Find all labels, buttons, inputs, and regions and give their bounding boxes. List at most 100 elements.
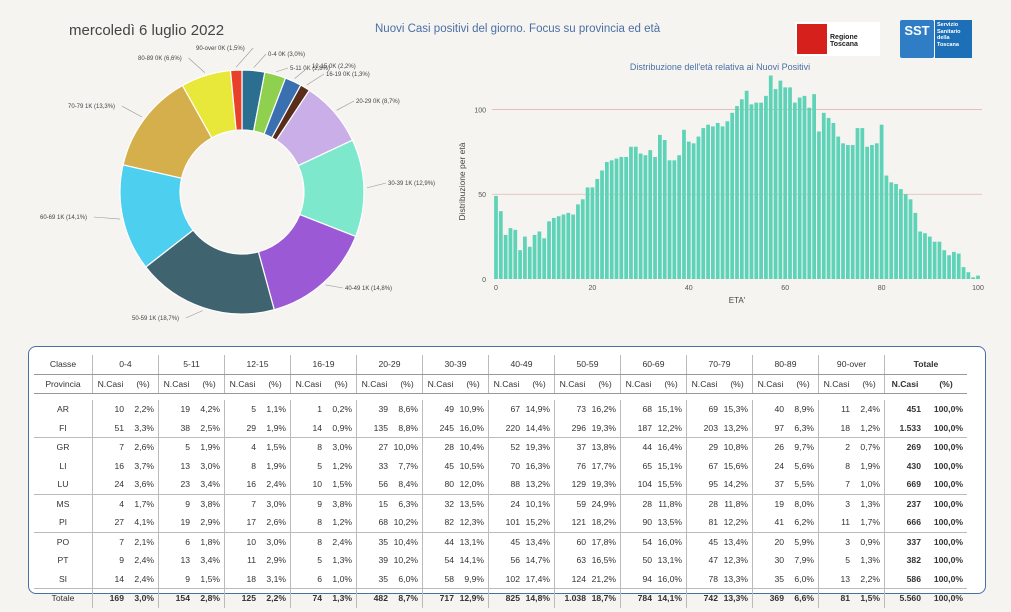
table-ncasi-cell: 47 [686,551,722,570]
table-ncasi-cell: 18 [818,418,854,438]
table-pct-cell: 100,0% [933,479,963,490]
table-pct-cell: 6,6% [788,588,819,608]
table-pct-cell: 19,3% [591,422,616,433]
histogram-bar [629,146,633,279]
table-pct-header: (%) [524,374,555,394]
histogram-bar [773,89,778,279]
table-pct-cell: 13,4% [524,531,555,551]
histogram-bar [927,236,932,279]
table-pct-cell: 1,3% [854,493,885,513]
table-ncasi-cell: 49 [422,400,458,419]
table-pct-cell: 2,9% [200,517,220,528]
table-pct-header: (%) [722,374,753,394]
table-pct-cell: 15,6% [723,460,748,471]
table-ncasi-cell: 19 [158,513,194,532]
table-pct-cell: 5,5% [794,479,814,490]
regione-toscana-emblem-icon [797,24,827,54]
table-pct-cell: 12,3% [723,555,748,566]
table-ncasi-cell: 666 [884,513,925,532]
histogram-bar [518,250,522,279]
table-province-cell: Totale [34,588,93,608]
table-ncasi-cell: 73 [554,400,590,419]
histogram-y-tick-label: 0 [482,277,486,284]
table-ncasi-cell: 13 [158,456,194,475]
donut-label-5-11: 5-11 0K (2,8%) [290,66,330,72]
table-row: PT 9 2,4% 13 3,4% 11 2,9% 5 1,3% 39 10,2% 54 14,1% 56… [34,551,967,570]
histogram-bar [576,204,580,279]
table-pct-cell: 3,0% [200,460,220,471]
table-pct-cell: 8,4% [398,479,418,490]
histogram-bar [749,104,754,279]
histogram-bar [879,124,884,280]
table-ncasi-cell: 39 [356,551,392,570]
histogram-x-tick-label: 60 [781,285,789,292]
page-title: Nuovi Casi positivi del giorno. Focus su… [375,23,661,35]
table-ncasi-header: N.Casi [290,374,326,394]
table-ncasi-cell: 19 [752,493,788,513]
histogram-y-tick-label: 100 [474,107,486,114]
table-pct-cell: 3,0% [128,588,159,608]
table-pct-cell: 1,7% [128,493,159,513]
table-pct-cell: 1,5% [200,573,220,584]
table-class-header: 0-4 [92,355,159,375]
table-pct-cell: 1,3% [860,555,880,566]
table-pct-cell: 13,4% [722,531,753,551]
table-province-cell: PT [57,555,69,566]
histogram-bar [797,97,802,279]
donut-leader-line-30-39 [366,182,387,189]
table-pct-cell: 5,9% [788,531,819,551]
table-ncasi-cell: 154 [158,588,194,608]
table-pct-cell: 0,9% [854,531,885,551]
histogram-bar [691,143,696,279]
table-ncasi-cell: 7 [92,437,128,457]
donut-leader-line-40-49 [325,284,344,289]
table-pct-cell: 100,0% [925,588,967,608]
table-pct-cell: 8,0% [788,493,819,513]
table-ncasi-cell: 220 [488,418,524,438]
histogram-bar [821,112,826,280]
table-class-header: 20-29 [356,355,423,375]
table-row: LU 24 3,6% 23 3,4% 16 2,4% 10 1,5% 56 8,4% 80 12,0% 8… [34,475,967,494]
table-class-header: 40-49 [488,355,555,375]
table-ncasi-cell: 8 [818,456,854,475]
table-pct-cell: 17,8% [590,531,621,551]
table-pct-cell: 100,0% [933,422,963,433]
table-ncasi-cell: 70 [488,456,524,475]
donut-leader-line-5-11 [276,67,289,73]
histogram-bar [648,150,653,279]
table-pct-cell: 14,1% [656,588,687,608]
table-pct-cell: 16,5% [591,555,616,566]
histogram-bar [932,241,937,279]
table-pct-cell: 13,8% [590,437,621,457]
histogram-bar [870,145,874,279]
table-pct-cell: 2,4% [860,404,880,415]
table-pct-cell: 12,2% [723,517,748,528]
table-pct-header: (%) [458,374,489,394]
histogram-bar [725,121,730,279]
table-ncasi-cell: 5 [290,456,326,475]
donut-leader-line-70-79 [121,105,143,118]
table-pct-cell: 2,4% [134,555,154,566]
table-ncasi-cell: 20 [752,531,788,551]
table-ncasi-cell: 6 [290,569,326,589]
table-ncasi-cell: 74 [290,588,326,608]
table-ncasi-cell: 3 [818,531,854,551]
table-ncasi-cell: 81 [818,588,854,608]
sst-logo-mark: SST [900,20,934,58]
table-pct-cell: 16,0% [656,531,687,551]
histogram-bar [667,160,672,279]
table-pct-header: (%) [392,374,423,394]
table-pct-cell: 8,9% [794,404,814,415]
histogram-bar [537,231,542,279]
table-pct-cell: 1,0% [860,479,880,490]
table-pct-cell: 14,2% [723,479,748,490]
histogram-bar [792,102,797,279]
table-ncasi-cell: 5.560 [884,588,925,608]
table-ncasi-cell: 10 [92,400,128,419]
table-ncasi-cell: 1.038 [554,588,590,608]
histogram-bar [604,162,609,279]
table-ncasi-cell: 41 [752,513,788,532]
histogram-bar [508,228,513,279]
histogram-bar [778,80,783,279]
histogram-x-tick-label: 80 [878,285,886,292]
